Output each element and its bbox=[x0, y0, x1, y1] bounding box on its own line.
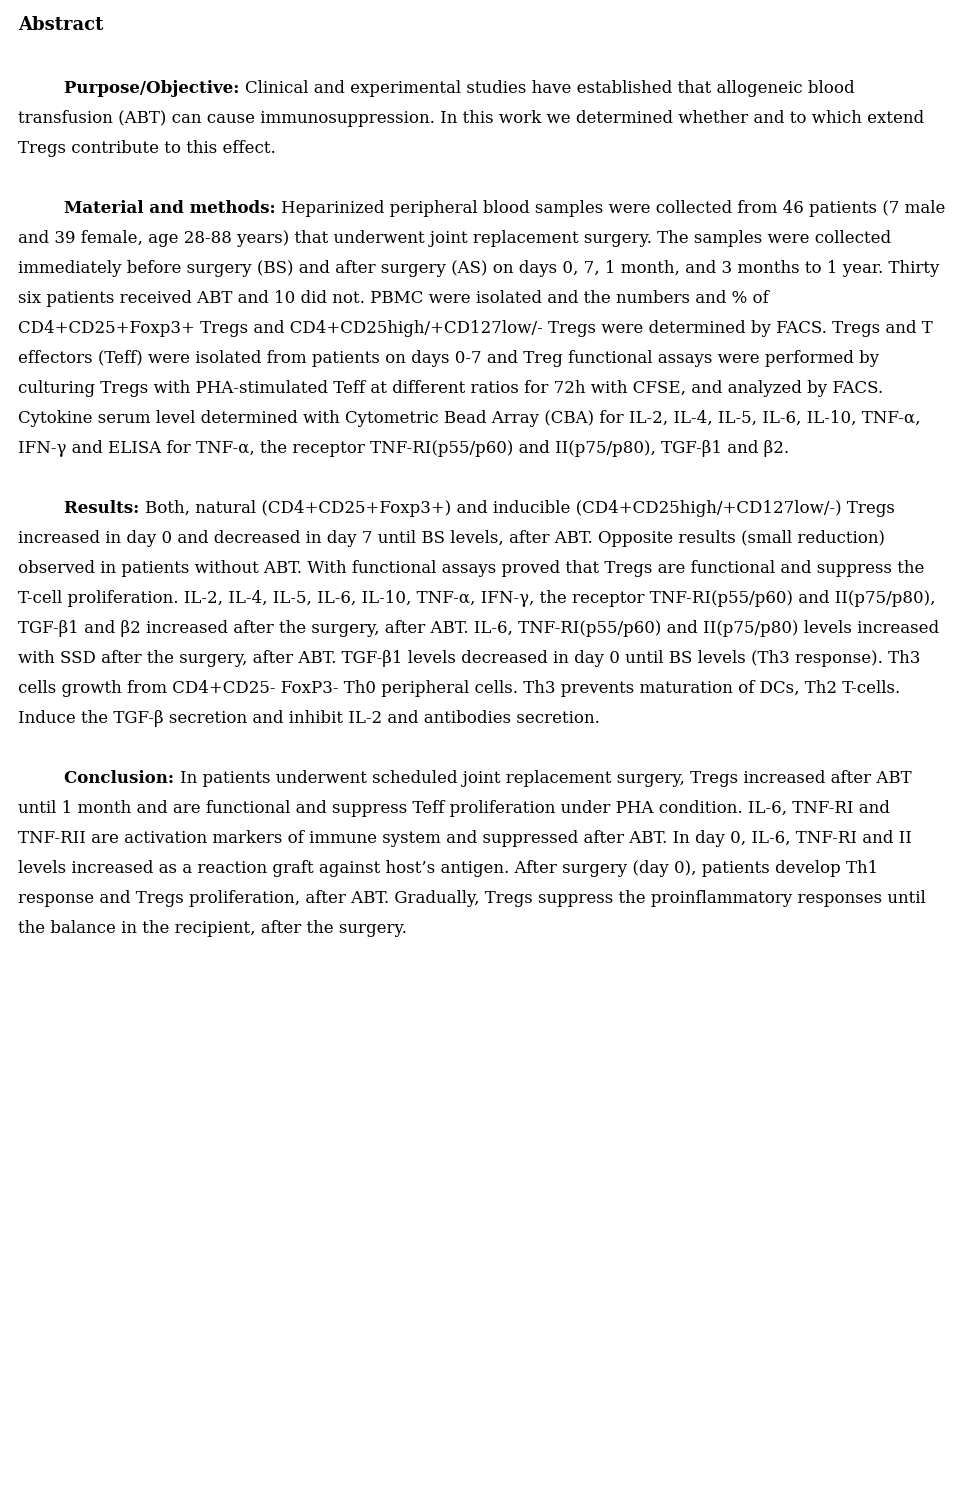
Text: culturing Tregs with PHA-stimulated Teff at different ratios for 72h with CFSE, : culturing Tregs with PHA-stimulated Teff… bbox=[18, 380, 883, 397]
Text: Results:: Results: bbox=[18, 500, 145, 517]
Text: six patients received ABT and 10 did not. PBMC were isolated and the numbers and: six patients received ABT and 10 did not… bbox=[18, 290, 769, 306]
Text: and 39 female, age 28-88 years) that underwent joint replacement surgery. The sa: and 39 female, age 28-88 years) that und… bbox=[18, 230, 891, 246]
Text: Clinical and experimental studies have established that allogeneic blood: Clinical and experimental studies have e… bbox=[245, 80, 854, 98]
Text: Abstract: Abstract bbox=[18, 17, 104, 35]
Text: transfusion (ABT) can cause immunosuppression. In this work we determined whethe: transfusion (ABT) can cause immunosuppre… bbox=[18, 110, 924, 128]
Text: IFN-γ and ELISA for TNF-α, the receptor TNF-RI(p55/p60) and II(p75/p80), TGF-β1 : IFN-γ and ELISA for TNF-α, the receptor … bbox=[18, 440, 789, 457]
Text: levels increased as a reaction graft against host’s antigen. After surgery (day : levels increased as a reaction graft aga… bbox=[18, 861, 878, 877]
Text: until 1 month and are functional and suppress Teff proliferation under PHA condi: until 1 month and are functional and sup… bbox=[18, 801, 890, 817]
Text: increased in day 0 and decreased in day 7 until BS levels, after ABT. Opposite r: increased in day 0 and decreased in day … bbox=[18, 530, 885, 547]
Text: Conclusion:: Conclusion: bbox=[18, 771, 180, 787]
Text: with SSD after the surgery, after ABT. TGF-β1 levels decreased in day 0 until BS: with SSD after the surgery, after ABT. T… bbox=[18, 650, 921, 667]
Text: response and Tregs proliferation, after ABT. Gradually, Tregs suppress the proin: response and Tregs proliferation, after … bbox=[18, 891, 925, 907]
Text: cells growth from CD4+CD25- FoxP3- Th0 peripheral cells. Th3 prevents maturation: cells growth from CD4+CD25- FoxP3- Th0 p… bbox=[18, 680, 900, 697]
Text: Tregs contribute to this effect.: Tregs contribute to this effect. bbox=[18, 140, 276, 158]
Text: TGF-β1 and β2 increased after the surgery, after ABT. IL-6, TNF-RI(p55/p60) and : TGF-β1 and β2 increased after the surger… bbox=[18, 620, 939, 637]
Text: TNF-RII are activation markers of immune system and suppressed after ABT. In day: TNF-RII are activation markers of immune… bbox=[18, 831, 912, 847]
Text: T-cell proliferation. IL-2, IL-4, IL-5, IL-6, IL-10, TNF-α, IFN-γ, the receptor : T-cell proliferation. IL-2, IL-4, IL-5, … bbox=[18, 590, 935, 607]
Text: CD4+CD25+Foxp3+ Tregs and CD4+CD25high/+CD127low/- Tregs were determined by FACS: CD4+CD25+Foxp3+ Tregs and CD4+CD25high/+… bbox=[18, 320, 933, 336]
Text: Induce the TGF-β secretion and inhibit IL-2 and antibodies secretion.: Induce the TGF-β secretion and inhibit I… bbox=[18, 710, 600, 727]
Text: effectors (Teff) were isolated from patients on days 0-7 and Treg functional ass: effectors (Teff) were isolated from pati… bbox=[18, 350, 879, 366]
Text: Material and methods:: Material and methods: bbox=[18, 200, 281, 216]
Text: Cytokine serum level determined with Cytometric Bead Array (CBA) for IL-2, IL-4,: Cytokine serum level determined with Cyt… bbox=[18, 410, 921, 427]
Text: Heparinized peripheral blood samples were collected from 46 patients (7 male: Heparinized peripheral blood samples wer… bbox=[281, 200, 946, 216]
Text: Purpose/Objective:: Purpose/Objective: bbox=[18, 80, 245, 98]
Text: immediately before surgery (BS) and after surgery (AS) on days 0, 7, 1 month, an: immediately before surgery (BS) and afte… bbox=[18, 260, 940, 276]
Text: Both, natural (CD4+CD25+Foxp3+) and inducible (CD4+CD25high/+CD127low/-) Tregs: Both, natural (CD4+CD25+Foxp3+) and indu… bbox=[145, 500, 895, 517]
Text: the balance in the recipient, after the surgery.: the balance in the recipient, after the … bbox=[18, 921, 407, 937]
Text: observed in patients without ABT. With functional assays proved that Tregs are f: observed in patients without ABT. With f… bbox=[18, 560, 924, 577]
Text: In patients underwent scheduled joint replacement surgery, Tregs increased after: In patients underwent scheduled joint re… bbox=[180, 771, 911, 787]
